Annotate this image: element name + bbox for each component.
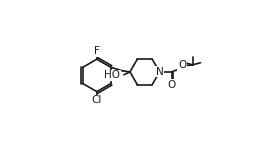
- Text: F: F: [94, 47, 100, 56]
- Text: N: N: [156, 67, 163, 77]
- Text: O: O: [178, 60, 186, 70]
- Text: HO: HO: [104, 70, 120, 80]
- Text: O: O: [167, 80, 176, 90]
- Text: Cl: Cl: [92, 95, 102, 105]
